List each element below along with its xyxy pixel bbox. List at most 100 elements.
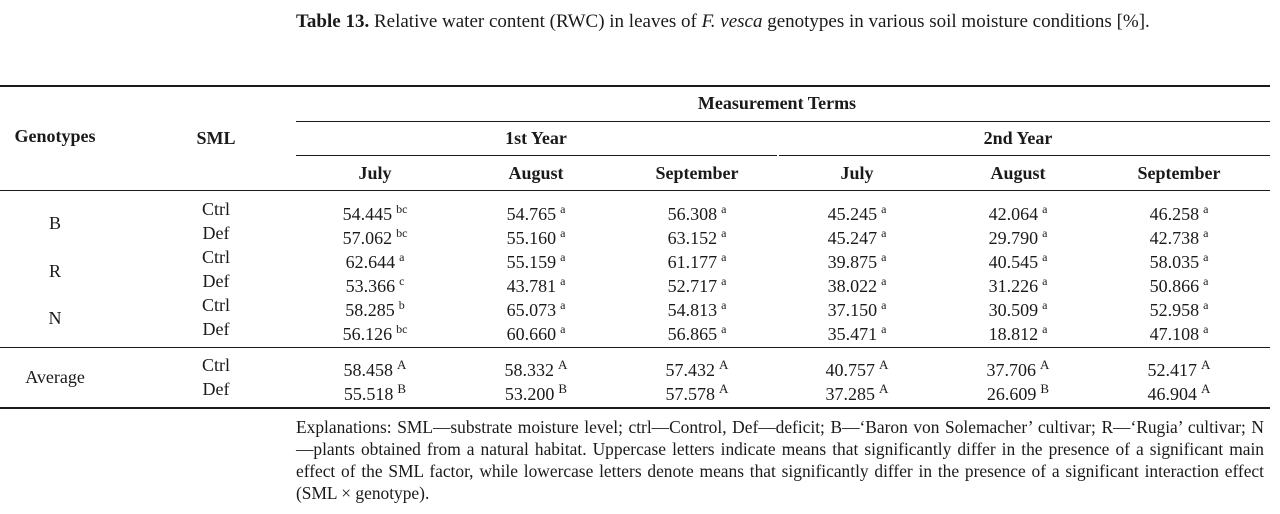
value-cell: 45.247 a xyxy=(828,222,887,249)
value-number: 62.644 xyxy=(345,252,396,272)
significance-letter: bc xyxy=(396,226,408,240)
value-cell: 35.471 a xyxy=(828,318,887,345)
value-number: 65.073 xyxy=(506,300,557,320)
significance-letter: A xyxy=(1201,381,1211,396)
significance-letter: a xyxy=(560,298,566,312)
header-month: August xyxy=(990,163,1046,183)
value-number: 55.160 xyxy=(506,228,557,248)
value-number: 52.417 xyxy=(1147,360,1198,380)
value-number: 56.126 xyxy=(342,324,393,344)
value-cell: 54.813 a xyxy=(668,294,727,321)
value-cell: 62.644 a xyxy=(346,246,405,273)
significance-letter: B xyxy=(397,381,407,396)
value-number: 40.545 xyxy=(988,252,1039,272)
significance-letter: a xyxy=(1203,322,1209,336)
value-cell: 46.258 a xyxy=(1150,198,1209,225)
significance-letter: A xyxy=(879,381,889,396)
significance-letter: a xyxy=(1042,226,1048,240)
value-number: 35.471 xyxy=(827,324,878,344)
value-number: 57.578 xyxy=(665,384,716,404)
significance-letter: a xyxy=(1203,226,1209,240)
value-cell: 37.706 A xyxy=(987,354,1050,381)
caption-text-after: genotypes in various soil moisture condi… xyxy=(762,11,1150,32)
header-month: July xyxy=(840,163,874,183)
significance-letter: B xyxy=(1040,381,1050,396)
significance-letter: A xyxy=(1040,357,1050,372)
significance-letter: a xyxy=(1042,202,1048,216)
header-year-2: 2nd Year xyxy=(983,128,1053,148)
value-cell: 39.875 a xyxy=(828,246,887,273)
significance-letter: a xyxy=(881,298,887,312)
bottom-rule xyxy=(0,407,1270,409)
value-cell: 52.958 a xyxy=(1150,294,1209,321)
value-cell: 38.022 a xyxy=(828,270,887,297)
value-cell: 40.545 a xyxy=(989,246,1048,273)
value-number: 58.332 xyxy=(504,360,555,380)
value-number: 56.308 xyxy=(667,204,718,224)
value-cell: 37.285 A xyxy=(826,378,889,405)
sml-cell: Ctrl xyxy=(201,355,231,375)
value-cell: 54.765 a xyxy=(507,198,566,225)
value-cell: 63.152 a xyxy=(668,222,727,249)
value-cell: 56.308 a xyxy=(668,198,727,225)
significance-letter: A xyxy=(719,381,729,396)
sml-cell: Ctrl xyxy=(201,247,231,267)
value-number: 53.200 xyxy=(504,384,555,404)
value-number: 60.660 xyxy=(506,324,557,344)
significance-letter: a xyxy=(881,202,887,216)
sml-cell: Def xyxy=(202,271,230,291)
value-number: 54.445 xyxy=(342,204,393,224)
value-cell: 26.609 B xyxy=(987,378,1049,405)
significance-letter: A xyxy=(1201,357,1211,372)
significance-letter: a xyxy=(881,274,887,288)
header-genotypes: Genotypes xyxy=(14,126,96,146)
value-cell: 42.064 a xyxy=(989,198,1048,225)
value-cell: 31.226 a xyxy=(989,270,1048,297)
value-number: 55.159 xyxy=(506,252,557,272)
value-number: 30.509 xyxy=(988,300,1039,320)
caption-text-before: Relative water content (RWC) in leaves o… xyxy=(373,11,702,32)
significance-letter: a xyxy=(721,250,727,264)
value-cell: 55.159 a xyxy=(507,246,566,273)
value-cell: 52.417 A xyxy=(1148,354,1211,381)
value-number: 61.177 xyxy=(667,252,718,272)
value-cell: 53.366 c xyxy=(346,270,405,297)
value-cell: 42.738 a xyxy=(1150,222,1209,249)
value-cell: 57.062 bc xyxy=(343,222,408,249)
value-number: 58.458 xyxy=(343,360,394,380)
value-cell: 47.108 a xyxy=(1150,318,1209,345)
value-number: 40.757 xyxy=(825,360,876,380)
header-year-1: 1st Year xyxy=(505,128,567,148)
value-number: 45.245 xyxy=(827,204,878,224)
value-number: 56.865 xyxy=(667,324,718,344)
value-cell: 56.865 a xyxy=(668,318,727,345)
value-cell: 53.200 B xyxy=(505,378,567,405)
value-number: 39.875 xyxy=(827,252,878,272)
significance-letter: a xyxy=(1203,250,1209,264)
value-number: 37.285 xyxy=(825,384,876,404)
significance-letter: c xyxy=(399,274,405,288)
significance-letter: bc xyxy=(396,202,408,216)
significance-letter: a xyxy=(1042,298,1048,312)
significance-letter: a xyxy=(721,298,727,312)
top-rule xyxy=(0,85,1270,87)
significance-letter: A xyxy=(879,357,889,372)
value-cell: 65.073 a xyxy=(507,294,566,321)
value-number: 54.765 xyxy=(506,204,557,224)
significance-letter: B xyxy=(558,381,568,396)
value-cell: 50.866 a xyxy=(1150,270,1209,297)
table-caption: Table 13. Relative water content (RWC) i… xyxy=(296,6,1264,37)
year1-rule xyxy=(296,155,777,156)
significance-letter: a xyxy=(560,322,566,336)
significance-letter: a xyxy=(881,226,887,240)
significance-letter: b xyxy=(398,298,405,312)
significance-letter: a xyxy=(1203,202,1209,216)
value-number: 58.285 xyxy=(345,300,395,320)
value-number: 38.022 xyxy=(827,276,878,296)
value-cell: 60.660 a xyxy=(507,318,566,345)
significance-letter: a xyxy=(560,226,566,240)
value-number: 43.781 xyxy=(506,276,557,296)
caption-species: F. vesca xyxy=(701,11,763,32)
value-cell: 18.812 a xyxy=(989,318,1048,345)
average-label: Average xyxy=(25,367,85,387)
